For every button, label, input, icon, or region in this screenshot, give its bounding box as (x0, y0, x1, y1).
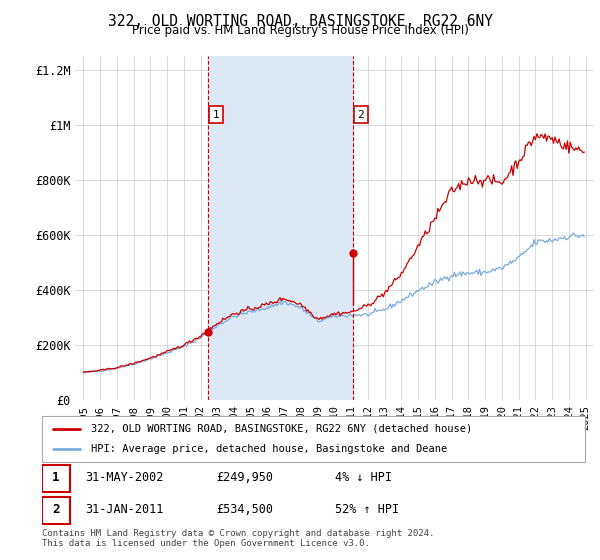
Text: 2: 2 (52, 503, 60, 516)
Text: 2: 2 (358, 110, 364, 119)
Bar (208, 56, 353, 400)
FancyBboxPatch shape (42, 465, 70, 492)
Text: HPI: Average price, detached house, Basingstoke and Deane: HPI: Average price, detached house, Basi… (91, 444, 447, 454)
FancyBboxPatch shape (42, 416, 585, 462)
Text: 52% ↑ HPI: 52% ↑ HPI (335, 503, 400, 516)
Text: 1: 1 (52, 472, 60, 484)
Text: 322, OLD WORTING ROAD, BASINGSTOKE, RG22 6NY (detached house): 322, OLD WORTING ROAD, BASINGSTOKE, RG22… (91, 424, 472, 434)
Text: Contains HM Land Registry data © Crown copyright and database right 2024.
This d: Contains HM Land Registry data © Crown c… (42, 529, 434, 548)
Text: 31-MAY-2002: 31-MAY-2002 (85, 472, 164, 484)
FancyBboxPatch shape (42, 497, 70, 524)
Text: 322, OLD WORTING ROAD, BASINGSTOKE, RG22 6NY: 322, OLD WORTING ROAD, BASINGSTOKE, RG22… (107, 14, 493, 29)
Text: 1: 1 (212, 110, 220, 119)
Text: 31-JAN-2011: 31-JAN-2011 (85, 503, 164, 516)
Text: Price paid vs. HM Land Registry's House Price Index (HPI): Price paid vs. HM Land Registry's House … (131, 24, 469, 37)
Text: £534,500: £534,500 (216, 503, 273, 516)
Text: 4% ↓ HPI: 4% ↓ HPI (335, 472, 392, 484)
Text: £249,950: £249,950 (216, 472, 273, 484)
